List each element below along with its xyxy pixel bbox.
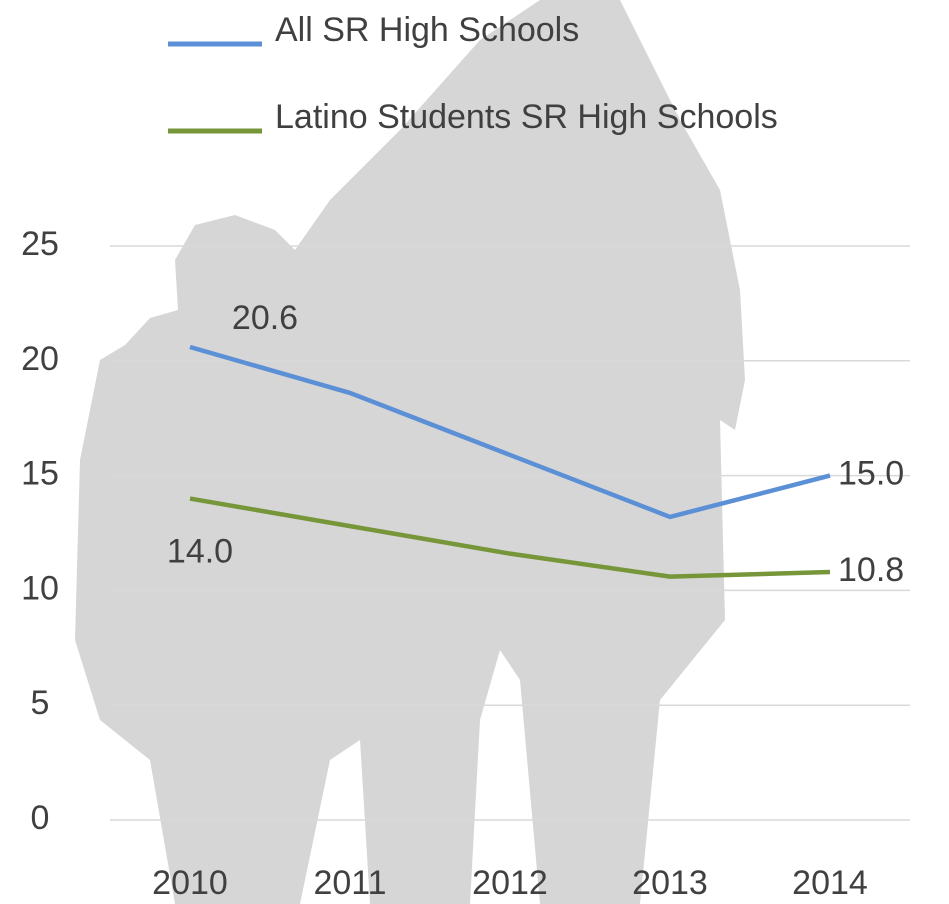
- x-tick-label: 2012: [472, 864, 548, 902]
- y-tick-label: 20: [21, 340, 59, 378]
- chart: 0 5 10 15 20 25 2010 2011 2012 2013 2014 All SR Hig…: [0, 0, 949, 904]
- data-label: 14.0: [167, 533, 233, 571]
- x-tick-label: 2013: [632, 864, 708, 902]
- data-label: 10.8: [838, 551, 904, 589]
- x-tick-label: 2011: [313, 864, 386, 902]
- y-tick-label: 15: [21, 455, 59, 493]
- y-tick-label: 10: [21, 569, 59, 607]
- y-tick-label: 0: [31, 799, 50, 837]
- x-tick-label: 2014: [792, 864, 868, 902]
- data-label: 15.0: [838, 455, 904, 493]
- legend-label: All SR High Schools: [275, 11, 579, 49]
- y-tick-label: 25: [21, 225, 59, 263]
- data-label: 20.6: [232, 299, 298, 337]
- x-tick-label: 2010: [152, 864, 228, 902]
- y-tick-label: 5: [31, 684, 50, 722]
- legend-label: Latino Students SR High Schools: [275, 98, 778, 136]
